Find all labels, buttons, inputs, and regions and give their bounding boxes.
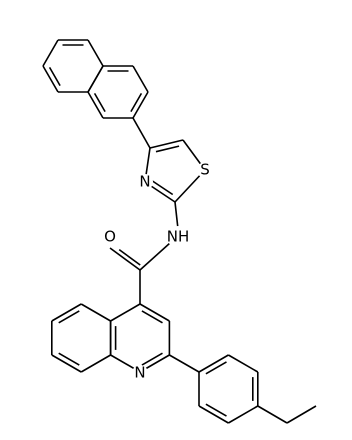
bond <box>151 179 174 196</box>
bond <box>51 354 82 373</box>
bond <box>48 66 61 86</box>
bond <box>58 352 80 366</box>
bond <box>132 65 149 93</box>
bond <box>80 303 112 322</box>
label-mask <box>197 162 213 178</box>
bond <box>139 303 170 322</box>
bond <box>205 361 227 375</box>
bond <box>174 201 179 230</box>
atom-label: N <box>139 173 150 191</box>
label-mask <box>167 226 189 248</box>
bond <box>227 405 259 424</box>
bond <box>87 65 104 93</box>
bond <box>109 247 141 271</box>
atom-label: O <box>104 228 116 246</box>
bond <box>149 139 184 149</box>
bond <box>51 303 82 322</box>
bond <box>286 405 317 424</box>
label-mask <box>137 174 153 190</box>
bond <box>132 91 149 119</box>
bond <box>80 354 112 373</box>
bond <box>169 354 200 373</box>
atom-label: NH <box>167 228 190 246</box>
bond <box>93 92 106 112</box>
bond <box>227 354 259 373</box>
bond <box>141 310 163 324</box>
bond <box>205 403 227 417</box>
bond <box>87 39 104 67</box>
bond <box>139 242 171 271</box>
bond <box>118 248 141 266</box>
atom-labels: O NH N S N <box>101 161 213 382</box>
bond <box>58 310 80 324</box>
bond <box>87 91 104 119</box>
bond <box>42 65 59 93</box>
bond <box>110 303 141 322</box>
atom-label: S <box>200 161 210 179</box>
bond <box>198 354 229 373</box>
label-mask <box>132 365 148 381</box>
bond <box>155 145 180 153</box>
bond <box>132 117 151 149</box>
bond <box>141 352 163 366</box>
atom-label: N <box>134 364 145 382</box>
bond <box>198 405 229 424</box>
bond <box>257 405 288 424</box>
label-mask <box>101 228 119 246</box>
bond <box>130 92 143 112</box>
bond <box>42 39 59 67</box>
